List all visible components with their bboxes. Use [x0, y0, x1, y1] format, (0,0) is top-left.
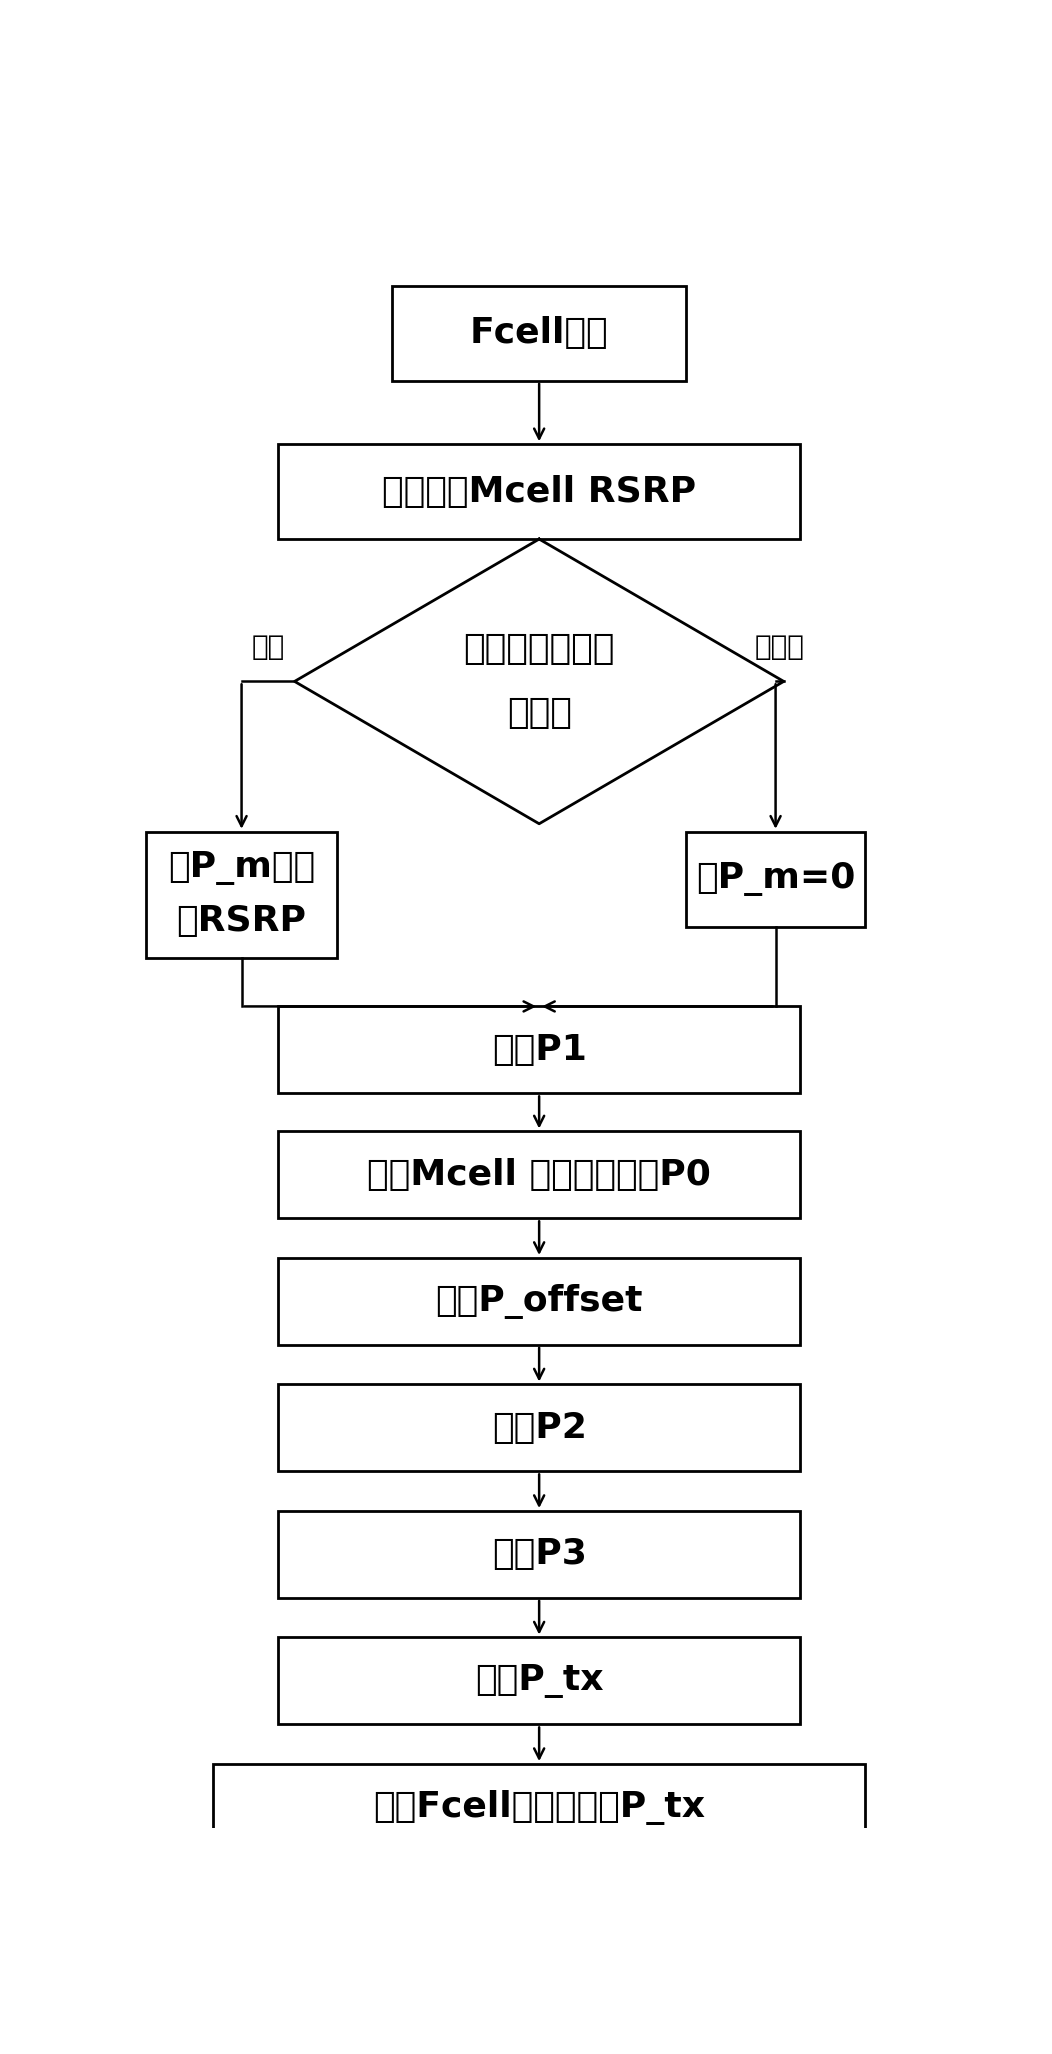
Bar [278, 1006, 801, 1093]
Text: 令P_m为最: 令P_m为最 [168, 850, 316, 885]
Text: 发条件: 发条件 [507, 696, 571, 731]
Text: 计算P_tx: 计算P_tx [474, 1664, 604, 1699]
Text: 接收Mcell 广播消息取得P0: 接收Mcell 广播消息取得P0 [367, 1158, 711, 1191]
Text: Fcell开机: Fcell开机 [470, 316, 608, 351]
Text: 计算P3: 计算P3 [491, 1538, 587, 1571]
Bar [278, 1384, 801, 1471]
Text: 不满足: 不满足 [754, 633, 805, 661]
Polygon shape [295, 538, 784, 824]
Bar [278, 1637, 801, 1725]
Bar [278, 1257, 801, 1345]
Text: 测量周围Mcell RSRP: 测量周围Mcell RSRP [382, 474, 696, 509]
Bar [278, 1132, 801, 1218]
Bar [278, 1512, 801, 1598]
Text: 满足: 满足 [251, 633, 285, 661]
Text: 计算P1: 计算P1 [491, 1033, 587, 1066]
Text: 计算P_offset: 计算P_offset [436, 1284, 643, 1319]
Bar [392, 286, 686, 380]
Text: 设定Fcell发射功率为P_tx: 设定Fcell发射功率为P_tx [373, 1789, 705, 1826]
Text: 是否满足调整触: 是否满足调整触 [464, 633, 614, 665]
Bar [213, 1764, 866, 1851]
Text: 大RSRP: 大RSRP [177, 904, 306, 939]
Bar [278, 444, 801, 538]
Text: 计算P2: 计算P2 [491, 1411, 587, 1444]
Text: 令P_m=0: 令P_m=0 [696, 863, 855, 896]
Bar [686, 832, 866, 926]
Bar [146, 832, 338, 959]
